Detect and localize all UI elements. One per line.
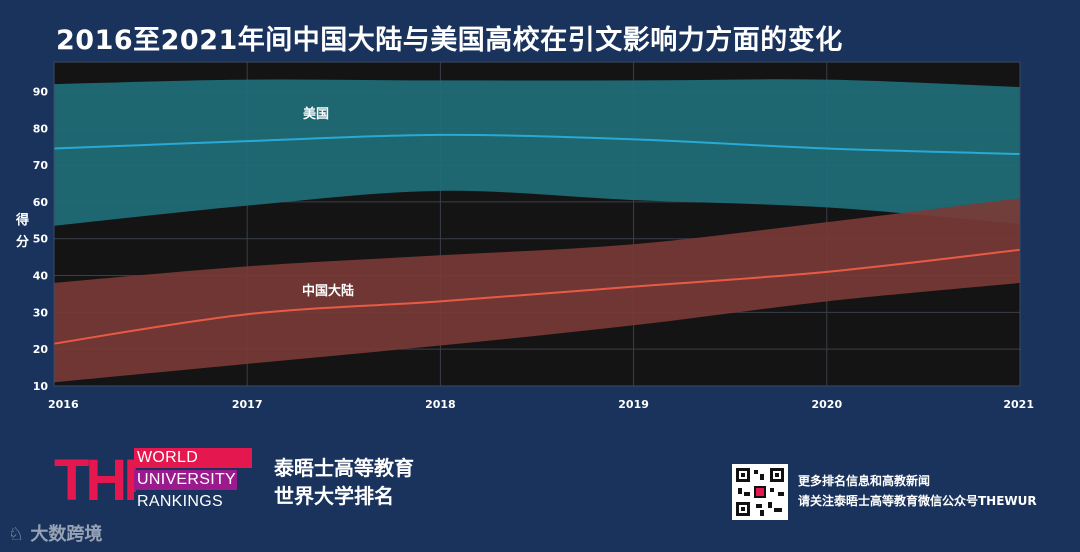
y-axis-label-char-1: 得 bbox=[15, 212, 29, 228]
median-line-china bbox=[53, 248, 1021, 345]
series-label-usa: 美国 bbox=[303, 106, 329, 122]
y-tick-label-40: 40 bbox=[33, 270, 49, 283]
the-logo: THE WORLD UNIVERSITY RANKINGS bbox=[54, 448, 254, 514]
x-tick-label-2021: 2021 bbox=[1003, 398, 1034, 411]
y-axis-ticks: 10 20 30 40 50 60 70 80 90 bbox=[33, 85, 49, 393]
x-tick-label-2017: 2017 bbox=[232, 398, 263, 411]
y-tick-label-50: 50 bbox=[33, 233, 49, 246]
x-tick-label-2020: 2020 bbox=[811, 398, 842, 411]
y-tick-label-30: 30 bbox=[33, 306, 49, 319]
x-tick-label-2018: 2018 bbox=[425, 398, 456, 411]
y-tick-label-90: 90 bbox=[33, 85, 49, 98]
x-tick-label-2016: 2016 bbox=[48, 398, 79, 411]
org-name-line-2: 世界大学排名 bbox=[274, 484, 394, 508]
y-tick-label-80: 80 bbox=[33, 122, 49, 135]
y-axis-label-char-2: 分 bbox=[16, 234, 29, 250]
x-tick-label-2019: 2019 bbox=[618, 398, 649, 411]
band-usa bbox=[54, 79, 1020, 226]
logo-word-rankings: RANKINGS bbox=[134, 492, 242, 512]
plot-frame bbox=[53, 61, 1021, 387]
watermark-text: 大数跨境 bbox=[30, 524, 103, 545]
logo-word-university: UNIVERSITY bbox=[134, 470, 237, 490]
logo-word-world: WORLD bbox=[134, 448, 252, 468]
watermark-icon: ♘ bbox=[8, 524, 31, 545]
qr-code-icon bbox=[736, 468, 784, 516]
qr-info: 更多排名信息和高教新闻 请关注泰晤士高等教育微信公众号THEWUR bbox=[798, 471, 1037, 511]
median-lines bbox=[53, 133, 1021, 345]
x-axis-ticks: 2016 2017 2018 2019 2020 2021 bbox=[48, 398, 1034, 411]
median-line-usa bbox=[53, 133, 1021, 156]
y-tick-label-10: 10 bbox=[33, 380, 49, 393]
band-china bbox=[54, 198, 1020, 383]
y-tick-label-20: 20 bbox=[33, 343, 49, 356]
qr-info-line-2: 请关注泰晤士高等教育微信公众号THEWUR bbox=[798, 494, 1037, 508]
score-bands bbox=[54, 79, 1020, 383]
y-tick-label-60: 60 bbox=[33, 196, 49, 209]
qr-info-line-1: 更多排名信息和高教新闻 bbox=[798, 474, 931, 488]
page-title: 2016至2021年间中国大陆与美国高校在引文影响力方面的变化 bbox=[56, 25, 843, 56]
y-tick-label-70: 70 bbox=[33, 159, 49, 172]
org-name-line-1: 泰晤士高等教育 bbox=[274, 456, 414, 480]
series-label-china: 中国大陆 bbox=[302, 283, 354, 299]
qr-code bbox=[732, 464, 788, 520]
org-name: 泰晤士高等教育 世界大学排名 bbox=[274, 454, 414, 510]
the-logo-words: WORLD UNIVERSITY RANKINGS bbox=[134, 448, 254, 514]
watermark: ♘ 大数跨境 bbox=[8, 520, 102, 546]
